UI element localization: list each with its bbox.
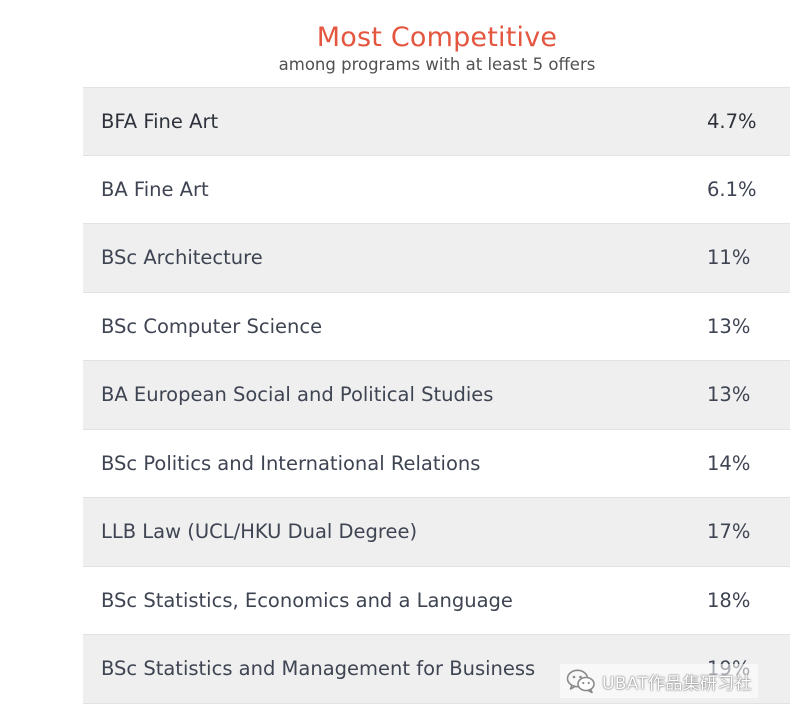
program-name: BSc Statistics, Economics and a Language [101,588,513,612]
table-row: LLB Law (UCL/HKU Dual Degree) 17% [83,498,790,567]
table-row: BA Fine Art 6.1% [83,155,790,224]
wechat-watermark: UBAT作品集研习社 [560,664,758,698]
table-row: BSc Architecture 11% [83,224,790,293]
program-name: BSc Computer Science [101,314,323,338]
offer-rate: 4.7% [707,110,757,133]
offer-rate: 13% [707,383,751,406]
table-row: BFA Fine Art 4.7% [83,87,790,156]
program-name: LLB Law (UCL/HKU Dual Degree) [101,520,418,543]
table-row: BSc Statistics, Economics and a Language… [83,566,790,635]
table-row: BA European Social and Political Studies… [83,361,790,430]
wechat-icon [566,669,595,694]
offer-rate: 14% [707,451,751,475]
table-row: BSc Computer Science 13% [83,292,790,361]
program-name: BA Fine Art [101,177,209,201]
offer-rate: 17% [707,520,751,543]
offer-rate: 6.1% [707,177,757,201]
program-name: BSc Politics and International Relations [101,451,481,475]
offer-rate: 13% [707,314,751,338]
offer-rate: 11% [707,246,751,269]
competitiveness-table: BFA Fine Art 4.7% BA Fine Art 6.1% BSc A… [83,87,790,704]
program-name: BSc Statistics and Management for Busine… [101,657,536,680]
program-name: BFA Fine Art [101,110,219,133]
program-name: BSc Architecture [101,246,263,269]
program-name: BA European Social and Political Studies [101,383,494,406]
table-row: BSc Politics and International Relations… [83,429,790,498]
watermark-text: UBAT作品集研习社 [602,673,752,694]
offer-rate: 18% [707,588,751,612]
page-subtitle: among programs with at least 5 offers [278,55,596,74]
page-title: Most Competitive [316,22,558,53]
